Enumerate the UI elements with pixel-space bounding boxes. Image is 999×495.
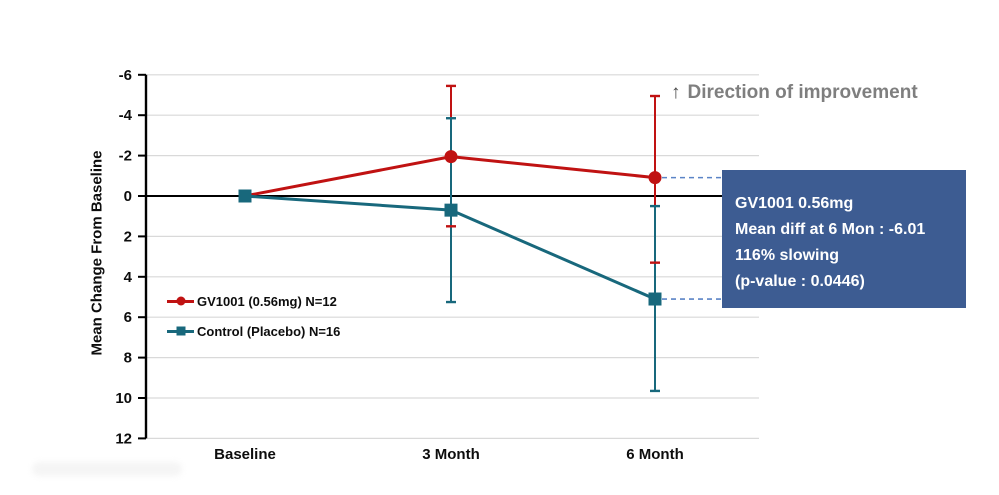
y-tick-label: 0 [124,188,132,205]
y-tick-label: -4 [119,107,133,124]
data-point-control [648,292,662,306]
legend-label-gv1001: GV1001 (0.56mg) N=12 [197,293,337,309]
data-point-gv1001 [648,171,662,185]
y-tick-label: 10 [115,390,132,407]
data-point-gv1001 [444,150,458,164]
direction-of-improvement-note: ↑ Direction of improvement [671,82,918,104]
legend-item-gv1001: GV1001 (0.56mg) N=12 [167,293,340,309]
y-tick-label: -2 [119,148,132,165]
annotation-line-treatment: GV1001 0.56mg [735,195,854,212]
teal-line-square-marker-icon [167,329,194,333]
y-tick-label: 12 [115,430,132,447]
data-point-control [444,203,458,217]
x-tick-label-3month: 3 Month [422,446,480,463]
red-line-circle-marker-icon [167,299,194,303]
annotation-line-slowing: 116% slowing [735,247,840,264]
up-arrow-icon: ↑ [671,82,681,103]
y-tick-label: 2 [124,228,132,245]
y-tick-label: 6 [124,309,132,326]
artifact-smudge [32,462,182,476]
y-tick-label: -6 [119,67,132,84]
annotation-line-pvalue: (p-value : 0.0446) [735,273,865,290]
y-tick-label: 8 [124,350,132,367]
direction-of-improvement-label: Direction of improvement [687,82,918,103]
annotation-line-mean-diff: Mean diff at 6 Mon : -6.01 [735,221,926,238]
y-axis-title: Mean Change From Baseline [88,150,106,356]
legend-item-control: Control (Placebo) N=16 [167,323,340,339]
annotation-box: GV1001 0.56mg Mean diff at 6 Mon : -6.01… [722,170,966,308]
legend-label-control: Control (Placebo) N=16 [197,323,341,339]
data-point-control [238,189,252,203]
legend: GV1001 (0.56mg) N=12 Control (Placebo) N… [167,293,340,353]
x-tick-label-6month: 6 Month [626,446,684,463]
y-tick-label: 4 [124,269,133,286]
x-tick-label-baseline: Baseline [214,446,276,463]
